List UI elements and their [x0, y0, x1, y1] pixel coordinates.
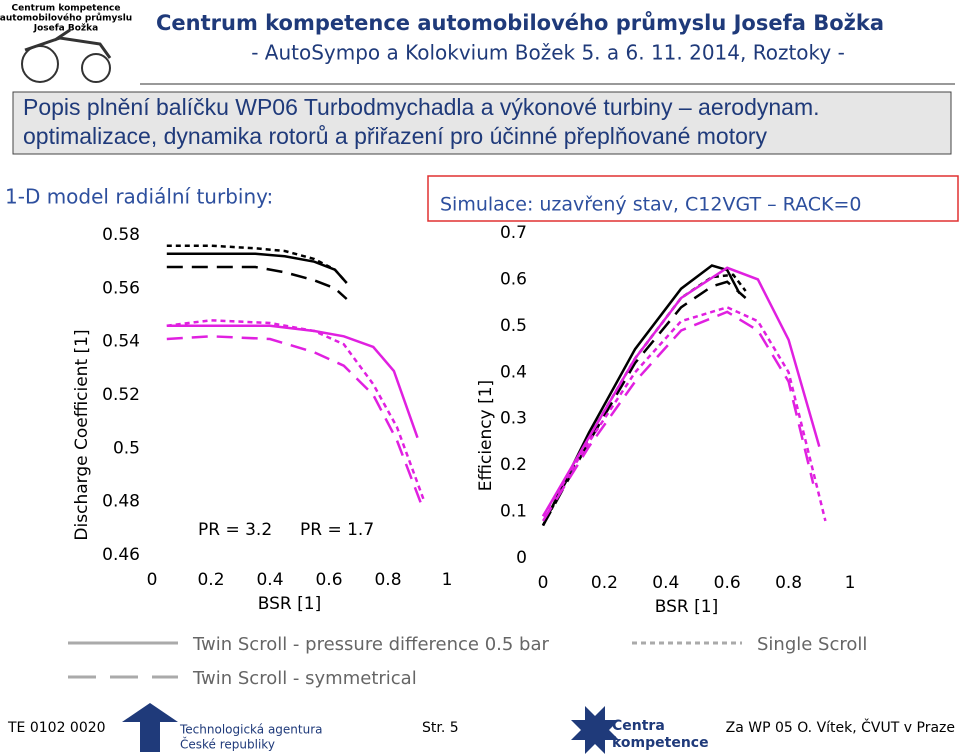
y-tick-label: 0.58 — [102, 225, 140, 245]
y-tick-label: 0.2 — [500, 455, 527, 475]
x-axis-label: BSR [1] — [655, 597, 718, 617]
chart: 0.46 0.48 0.5 0.52 0.54 0.56 0.58 0 0.2 0.4 0.6 0.8… — [72, 225, 452, 614]
logo-text: automobilového průmyslu — [0, 13, 132, 24]
y-tick-label: 0.46 — [102, 545, 140, 565]
x-tick-label: 0.2 — [197, 570, 224, 590]
legend: Twin Scroll - pressure difference 0.5 ba… — [68, 634, 867, 689]
x-tick-label: 0.6 — [315, 570, 342, 590]
series-line — [166, 335, 425, 511]
legend-label: Twin Scroll - pressure difference 0.5 ba… — [192, 634, 550, 655]
x-tick-label: 0 — [147, 570, 158, 590]
legend-label: Twin Scroll - symmetrical — [192, 668, 417, 689]
series-line — [166, 244, 348, 284]
legend-label: Single Scroll — [757, 634, 867, 655]
y-tick-label: 0.5 — [500, 316, 527, 336]
x-tick-label: 0.8 — [775, 573, 802, 593]
annotation: PR = 3.2 — [198, 520, 272, 540]
simulation-title: Simulace: uzavřený stav, C12VGT – RACK=0 — [440, 194, 862, 216]
y-axis-label: Efficiency [1] — [476, 380, 496, 491]
simulation-box — [427, 175, 959, 222]
footer-page: Str. 5 — [422, 720, 459, 736]
x-tick-label: 0.2 — [591, 573, 618, 593]
x-tick-label: 1 — [845, 573, 856, 593]
series-line — [541, 264, 741, 527]
footer-code: TE 0102 0020 — [7, 720, 106, 736]
section-title: 1-D model radiální turbiny: — [5, 185, 273, 209]
wheel — [21, 45, 59, 83]
footer-author: Za WP 05 O. Vítek, ČVUT v Praze — [726, 718, 955, 736]
y-tick-label: 0.7 — [500, 223, 527, 243]
series-line — [541, 280, 747, 527]
x-tick-label: 0.4 — [256, 570, 283, 590]
series-line — [541, 273, 747, 527]
series-line — [166, 265, 348, 300]
series-line — [541, 305, 827, 522]
wheel — [81, 53, 111, 83]
x-tick-label: 0.4 — [652, 573, 679, 593]
series-line — [166, 324, 419, 439]
logo-text: Centrum kompetence — [12, 4, 121, 14]
footer-centre: Centra — [612, 718, 665, 734]
header-subtitle: - AutoSympo a Kolokvium Božek 5. a 6. 11… — [251, 41, 845, 65]
series-line — [166, 319, 425, 500]
footer-agency: Technologická agentura — [179, 723, 323, 737]
x-tick-label: 0 — [538, 573, 549, 593]
annotation: PR = 1.7 — [300, 520, 374, 540]
charts: 0.46 0.48 0.5 0.52 0.54 0.56 0.58 0 0.2 0.4 0.6 0.8… — [72, 223, 855, 617]
series-line — [541, 310, 815, 522]
y-tick-label: 0.48 — [102, 492, 140, 512]
car-body — [24, 28, 112, 59]
x-axis-label: BSR [1] — [258, 594, 321, 614]
y-tick-label: 0.4 — [500, 362, 527, 382]
x-tick-label: 0.8 — [374, 570, 401, 590]
description: optimalizace, dynamika rotorů a přiřazen… — [23, 123, 768, 149]
agency-logo — [122, 703, 178, 752]
y-tick-label: 0.6 — [500, 269, 527, 289]
footer-centre: kompetence — [612, 735, 709, 751]
y-tick-label: 0 — [516, 548, 527, 568]
y-tick-label: 0.1 — [500, 502, 527, 522]
y-tick-label: 0.54 — [102, 332, 140, 352]
logo: Centrum kompetence automobilového průmys… — [0, 4, 132, 83]
y-tick-label: 0.5 — [113, 438, 140, 458]
description: Popis plnění balíčku WP06 Turbodmychadla… — [23, 94, 820, 120]
footer-agency: České republiky — [180, 737, 275, 752]
chart: 0 0.1 0.2 0.3 0.4 0.5 0.6 0.7 0 0.2 0.4 0.6 0.8 1 BSR … — [476, 223, 855, 617]
y-tick-label: 0.56 — [102, 278, 140, 298]
y-tick-label: 0.3 — [500, 409, 527, 429]
y-tick-label: 0.52 — [102, 385, 140, 405]
header-title: Centrum kompetence automobilového průmys… — [156, 11, 884, 35]
y-axis-label: Discharge Coefficient [1] — [72, 329, 92, 540]
series-line — [541, 266, 821, 517]
logo-text: Josefa Božka — [33, 24, 98, 34]
x-tick-label: 1 — [442, 570, 453, 590]
description-box — [12, 91, 952, 155]
x-tick-label: 0.6 — [714, 573, 741, 593]
centre-logo — [571, 706, 619, 754]
